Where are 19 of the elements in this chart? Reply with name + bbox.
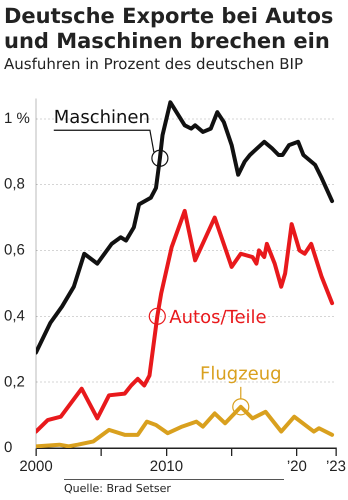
point [151,150,169,167]
x-tick-label: 2000 [19,458,53,476]
chart-title: Deutsche Exporte bei Autos und Maschinen brechen ein [4,4,334,54]
x-tick-label: 2010 [150,458,184,476]
series-label: Maschinen [54,106,150,128]
y-tick-label: 0 [4,439,12,456]
series-label: Flugzeug [200,364,282,385]
x-tick-label: ’20 [286,458,307,476]
y-tick-label: 0,4 [4,307,25,324]
y-tick-label: 0,6 [4,242,25,259]
point [148,308,166,325]
source-note: Quelle: Brad Setser [64,479,284,495]
series-label: Autos/Teile [169,306,267,328]
point [232,398,250,416]
y-tick-label: 1 % [4,110,30,127]
chart-subtitle: Ausfuhren in Prozent des deutschen BIP [4,55,304,74]
y-tick-label: 0,8 [4,176,25,193]
x-tick-label: ’23 [326,458,346,476]
y-tick-label: 0,2 [4,373,25,390]
